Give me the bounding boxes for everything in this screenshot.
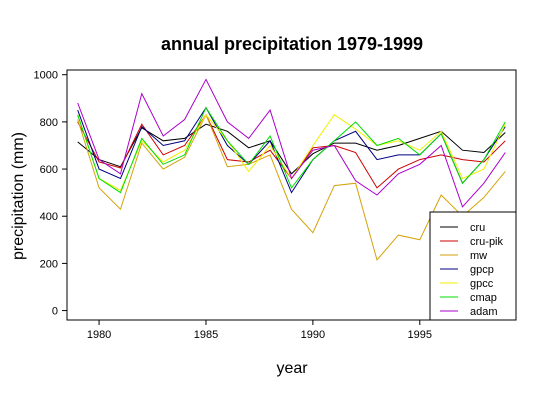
series-lines (77, 78, 506, 261)
legend-box (429, 211, 517, 321)
series-line-cru (77, 123, 506, 175)
y-tick-label: 1000 (34, 70, 58, 82)
y-axis: 0 200 400 600 800 1000 (34, 70, 67, 318)
series-line-cmap (77, 106, 506, 194)
legend-label-mw: mw (470, 250, 487, 262)
plot-frame (66, 69, 517, 321)
x-tick-label: 1985 (194, 329, 218, 341)
y-tick-label: 800 (40, 117, 58, 129)
legend-label-adam: adam (470, 306, 498, 318)
series-line-mw (77, 113, 506, 261)
x-tick-label: 1990 (301, 329, 325, 341)
series-line-adam (77, 78, 506, 208)
legend-label-cru-pik: cru-pik (470, 236, 504, 248)
y-tick-label: 400 (40, 211, 58, 223)
legend-label-cmap: cmap (470, 292, 497, 304)
x-tick-label: 1995 (408, 329, 432, 341)
series-line-gpcp (77, 106, 506, 194)
y-tick-label: 600 (40, 164, 58, 176)
legend-label-gpcp: gpcp (470, 264, 494, 276)
legend: cru cru-pik mw gpcp gpcc cmap adam (429, 211, 517, 321)
y-tick-label: 200 (40, 258, 58, 270)
y-axis-label: precipitation (mm) (10, 132, 27, 260)
legend-label-cru: cru (470, 222, 485, 234)
x-tick-label: 1980 (87, 329, 111, 341)
chart-title: annual precipitation 1979-1999 (161, 34, 423, 54)
y-tick-label: 0 (52, 306, 58, 318)
x-axis-label: year (276, 360, 308, 377)
legend-label-gpcc: gpcc (470, 278, 494, 290)
x-axis: 1980 1985 1990 1995 (87, 320, 432, 341)
